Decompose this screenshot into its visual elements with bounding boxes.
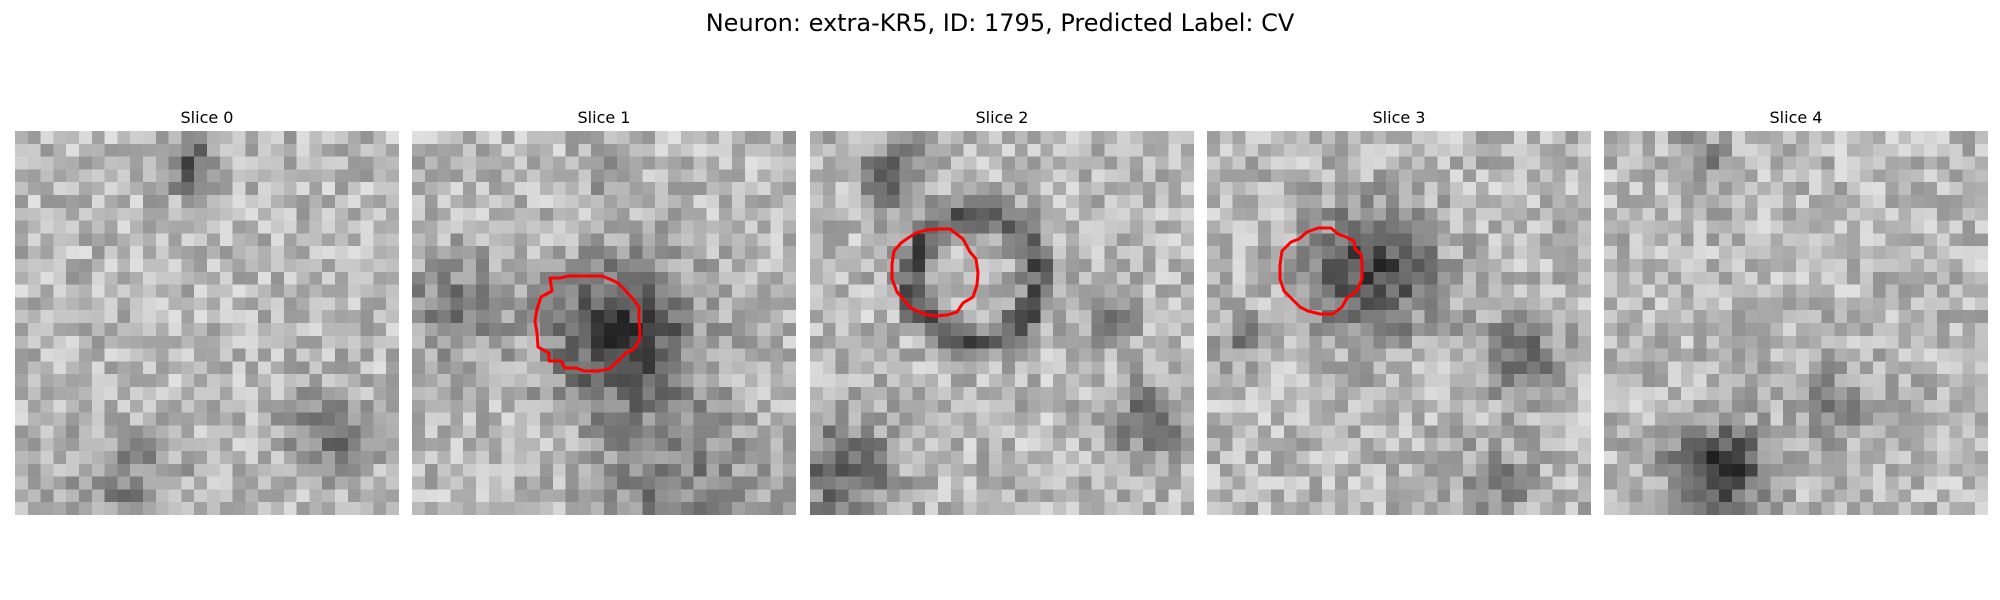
slice-title: Slice 3 <box>1372 108 1426 127</box>
slice-title: Slice 4 <box>1769 108 1823 127</box>
figure-title: Neuron: extra-KR5, ID: 1795, Predicted L… <box>705 9 1295 37</box>
slice-image <box>1604 131 1988 515</box>
slice-title: Slice 1 <box>577 108 631 127</box>
slice-title: Slice 2 <box>975 108 1029 127</box>
slice-image <box>15 131 399 515</box>
slice-image <box>1207 131 1591 515</box>
slice-image <box>412 131 796 515</box>
slice-panel-1: Slice 1 <box>412 105 796 515</box>
slice-panel-4: Slice 4 <box>1604 105 1988 515</box>
slice-title: Slice 0 <box>180 108 234 127</box>
slice-panel-3: Slice 3 <box>1207 105 1591 515</box>
slice-image <box>810 131 1194 515</box>
slice-panel-0: Slice 0 <box>15 105 399 515</box>
slice-panel-2: Slice 2 <box>810 105 1194 515</box>
